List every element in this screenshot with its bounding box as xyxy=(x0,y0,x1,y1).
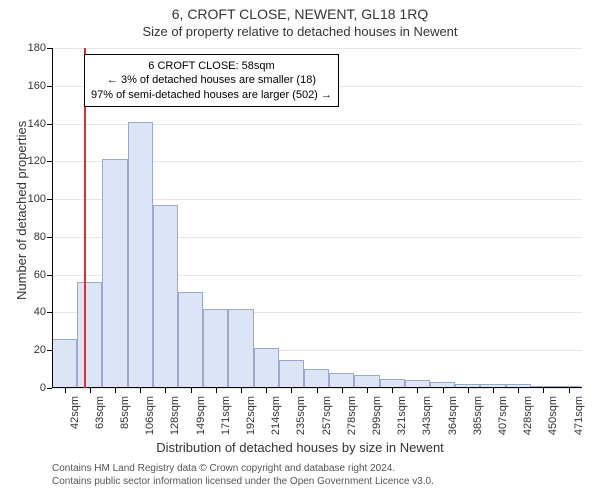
xtick-label: 192sqm xyxy=(245,396,257,444)
xtick-label: 214sqm xyxy=(270,396,282,444)
ytick-label: 180 xyxy=(20,42,46,54)
bar xyxy=(153,205,178,388)
footer-line1: Contains HM Land Registry data © Crown c… xyxy=(52,462,434,475)
xtick-mark xyxy=(317,388,318,393)
bar xyxy=(203,309,228,388)
bar xyxy=(52,339,77,388)
bar xyxy=(304,369,329,388)
xtick-mark xyxy=(241,388,242,393)
info-line3: 97% of semi-detached houses are larger (… xyxy=(91,88,332,102)
x-axis-label: Distribution of detached houses by size … xyxy=(0,440,600,455)
bar xyxy=(329,373,354,388)
ytick-mark xyxy=(47,388,52,389)
gridline xyxy=(52,48,582,49)
xtick-label: 63sqm xyxy=(94,396,106,444)
xtick-mark xyxy=(468,388,469,393)
footer-text: Contains HM Land Registry data © Crown c… xyxy=(52,462,434,488)
xtick-mark xyxy=(191,388,192,393)
bar xyxy=(77,282,102,388)
xtick-label: 450sqm xyxy=(547,396,559,444)
xtick-label: 171sqm xyxy=(220,396,232,444)
xtick-label: 299sqm xyxy=(371,396,383,444)
xtick-mark xyxy=(65,388,66,393)
xtick-label: 257sqm xyxy=(321,396,333,444)
ytick-label: 160 xyxy=(20,80,46,92)
xtick-mark xyxy=(115,388,116,393)
ytick-label: 20 xyxy=(20,344,46,356)
xtick-mark xyxy=(417,388,418,393)
ytick-label: 40 xyxy=(20,306,46,318)
xtick-label: 42sqm xyxy=(69,396,81,444)
chart-container: 6, CROFT CLOSE, NEWENT, GL18 1RQ Size of… xyxy=(0,0,600,500)
xtick-mark xyxy=(165,388,166,393)
xtick-label: 471sqm xyxy=(573,396,585,444)
xtick-mark xyxy=(291,388,292,393)
xtick-label: 149sqm xyxy=(195,396,207,444)
xtick-mark xyxy=(90,388,91,393)
xtick-label: 85sqm xyxy=(119,396,131,444)
xtick-mark xyxy=(392,388,393,393)
ytick-label: 80 xyxy=(20,231,46,243)
plot-area: 02040608010012014016018042sqm63sqm85sqm1… xyxy=(52,48,582,388)
bar xyxy=(102,159,127,388)
info-box: 6 CROFT CLOSE: 58sqm← 3% of detached hou… xyxy=(84,54,339,107)
info-line1: 6 CROFT CLOSE: 58sqm xyxy=(91,59,332,73)
xtick-mark xyxy=(367,388,368,393)
ytick-label: 60 xyxy=(20,269,46,281)
xtick-label: 343sqm xyxy=(421,396,433,444)
xtick-mark xyxy=(543,388,544,393)
info-line2: ← 3% of detached houses are smaller (18) xyxy=(91,73,332,87)
xtick-label: 235sqm xyxy=(295,396,307,444)
xtick-label: 321sqm xyxy=(396,396,408,444)
xtick-mark xyxy=(443,388,444,393)
bar xyxy=(178,292,203,388)
bar xyxy=(254,348,279,388)
xtick-label: 385sqm xyxy=(472,396,484,444)
ytick-label: 120 xyxy=(20,155,46,167)
xtick-mark xyxy=(266,388,267,393)
xtick-mark xyxy=(518,388,519,393)
chart-subtitle: Size of property relative to detached ho… xyxy=(0,24,600,39)
xtick-mark xyxy=(569,388,570,393)
xtick-label: 364sqm xyxy=(447,396,459,444)
footer-line2: Contains public sector information licen… xyxy=(52,475,434,488)
xtick-label: 428sqm xyxy=(522,396,534,444)
ytick-label: 140 xyxy=(20,118,46,130)
xtick-label: 407sqm xyxy=(497,396,509,444)
xtick-mark xyxy=(342,388,343,393)
xtick-label: 278sqm xyxy=(346,396,358,444)
ytick-label: 0 xyxy=(20,382,46,394)
xtick-label: 106sqm xyxy=(144,396,156,444)
bar xyxy=(228,309,253,388)
xtick-mark xyxy=(140,388,141,393)
y-axis xyxy=(52,48,53,388)
bar xyxy=(128,122,153,388)
xtick-mark xyxy=(493,388,494,393)
bar xyxy=(279,360,304,388)
xtick-mark xyxy=(216,388,217,393)
page-title: 6, CROFT CLOSE, NEWENT, GL18 1RQ xyxy=(0,6,600,22)
ytick-label: 100 xyxy=(20,193,46,205)
xtick-label: 128sqm xyxy=(169,396,181,444)
